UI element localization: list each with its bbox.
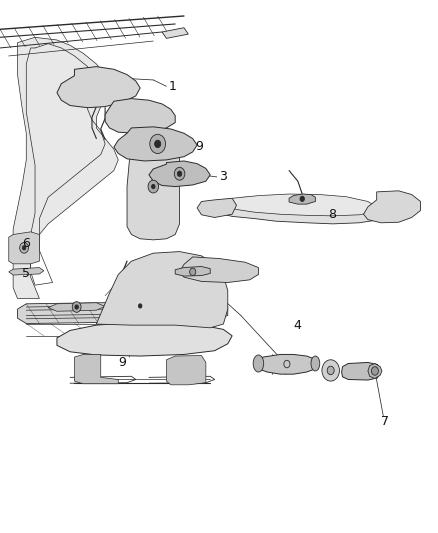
Polygon shape — [9, 268, 44, 275]
Polygon shape — [223, 194, 377, 216]
Polygon shape — [18, 301, 228, 324]
Polygon shape — [74, 354, 118, 384]
Polygon shape — [166, 356, 206, 385]
Circle shape — [75, 305, 78, 309]
Polygon shape — [96, 252, 228, 328]
Circle shape — [20, 243, 28, 253]
Circle shape — [150, 134, 166, 154]
Polygon shape — [180, 257, 258, 282]
Polygon shape — [110, 302, 171, 310]
Text: 6: 6 — [22, 237, 30, 250]
Text: 8: 8 — [328, 208, 336, 221]
Polygon shape — [105, 99, 175, 133]
Circle shape — [300, 196, 304, 201]
Circle shape — [152, 184, 155, 189]
Ellipse shape — [253, 355, 264, 372]
Polygon shape — [149, 161, 210, 187]
Circle shape — [136, 301, 145, 311]
Circle shape — [190, 268, 196, 276]
Text: 4: 4 — [293, 319, 301, 332]
Text: 7: 7 — [381, 415, 389, 427]
Polygon shape — [258, 354, 315, 374]
Polygon shape — [342, 362, 379, 380]
Polygon shape — [110, 300, 184, 317]
Circle shape — [138, 304, 142, 308]
Polygon shape — [368, 364, 382, 378]
Text: 1: 1 — [169, 80, 177, 93]
Circle shape — [22, 246, 26, 250]
Polygon shape — [197, 198, 237, 217]
Circle shape — [148, 180, 159, 193]
Text: 3: 3 — [219, 171, 227, 183]
Polygon shape — [9, 232, 39, 264]
Circle shape — [174, 167, 185, 180]
Polygon shape — [13, 37, 118, 298]
Circle shape — [72, 302, 81, 312]
Text: 5: 5 — [22, 268, 30, 280]
Polygon shape — [57, 322, 232, 356]
Text: 9: 9 — [119, 356, 127, 369]
Polygon shape — [48, 303, 105, 311]
Polygon shape — [175, 266, 210, 276]
Circle shape — [327, 366, 334, 375]
Circle shape — [322, 360, 339, 381]
Polygon shape — [219, 198, 381, 224]
Polygon shape — [289, 194, 315, 204]
Circle shape — [177, 171, 182, 176]
Text: 9: 9 — [195, 140, 203, 153]
Circle shape — [371, 367, 378, 375]
Polygon shape — [114, 127, 197, 161]
Ellipse shape — [311, 356, 320, 371]
Polygon shape — [127, 132, 180, 240]
Polygon shape — [162, 28, 188, 38]
Polygon shape — [364, 191, 420, 223]
Circle shape — [155, 140, 161, 148]
Polygon shape — [57, 67, 140, 108]
